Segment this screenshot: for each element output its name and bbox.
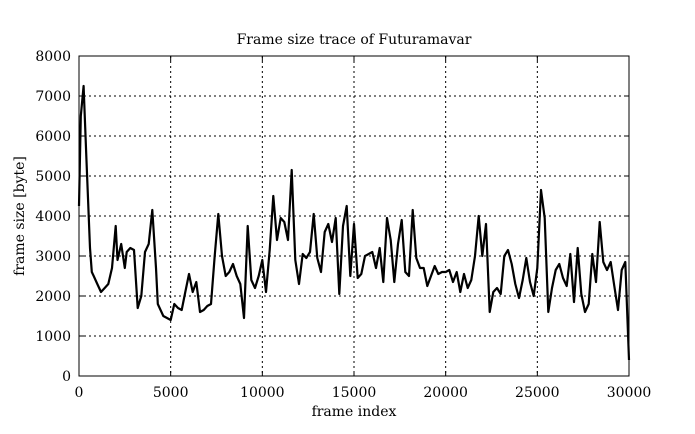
y-axis-title: frame size [byte]: [12, 156, 28, 276]
x-tick-label: 10000: [240, 385, 285, 401]
y-tick-label: 3000: [35, 249, 71, 265]
y-tick-label: 2000: [35, 289, 71, 305]
y-tick-label: 4000: [35, 209, 71, 225]
x-tick-label: 30000: [607, 385, 652, 401]
x-axis-title: frame index: [312, 404, 397, 420]
x-tick-label: 0: [75, 385, 84, 401]
tick-layer: 0 1000 2000 3000 4000 5000 6000 7000 8000 0 5000 10…: [35, 49, 651, 401]
x-tick-label: 20000: [423, 385, 468, 401]
series-line: [77, 84, 631, 361]
y-tick-label: 5000: [35, 169, 71, 185]
y-tick-label: 6000: [35, 129, 71, 145]
y-tick-label: 7000: [35, 89, 71, 105]
x-tick-label: 15000: [332, 385, 377, 401]
y-tick-label: 0: [62, 369, 71, 385]
y-tick-label: 1000: [35, 329, 71, 345]
y-tick-label: 8000: [35, 49, 71, 65]
x-tick-label: 5000: [153, 385, 189, 401]
grid-layer: [79, 56, 629, 376]
chart-title: Frame size trace of Futuramavar: [237, 32, 472, 48]
x-tick-label: 25000: [515, 385, 560, 401]
series-layer: [77, 84, 631, 361]
